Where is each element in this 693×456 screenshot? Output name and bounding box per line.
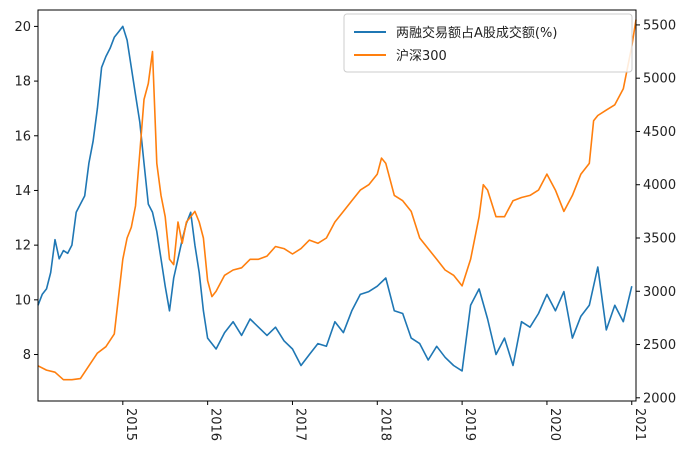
left-y-tick-label: 10 <box>14 293 31 308</box>
right-y-tick-label: 5000 <box>643 72 676 87</box>
left-y-tick-label: 20 <box>14 20 31 35</box>
left-y-tick-label: 8 <box>23 348 31 363</box>
plot-series <box>37 19 637 381</box>
left-y-tick-label: 14 <box>14 184 31 199</box>
left-y-tick-label: 16 <box>14 129 31 144</box>
legend-box <box>343 13 633 73</box>
right-y-tick-label: 4500 <box>643 125 676 140</box>
series-line-0 <box>37 25 633 372</box>
right-y-tick-label: 4000 <box>643 178 676 193</box>
x-tick-label: 2021 <box>632 408 647 441</box>
x-tick-label: 2019 <box>462 408 477 441</box>
left-y-axis: 8 10 12 14 16 18 20 <box>14 20 38 363</box>
right-y-tick-label: 2500 <box>643 338 676 353</box>
x-tick-label: 2015 <box>123 408 138 441</box>
right-y-tick-label: 2000 <box>643 391 676 406</box>
right-y-tick-label: 3500 <box>643 231 676 246</box>
x-tick-label: 2018 <box>377 408 392 441</box>
legend-label-0: 两融交易额占A股成交额(%) <box>396 25 557 41</box>
left-y-tick-label: 18 <box>14 75 31 90</box>
x-tick-label: 2016 <box>208 408 223 441</box>
x-tick-label: 2017 <box>292 408 307 441</box>
legend-label-1: 沪深300 <box>396 48 447 64</box>
series-line-1 <box>37 19 637 381</box>
x-tick-label: 2020 <box>547 408 562 441</box>
x-axis: 2015 2016 2017 2018 2019 2020 2021 <box>122 401 647 441</box>
right-y-tick-label: 5500 <box>643 18 676 33</box>
right-y-axis: 2000 2500 3000 3500 4000 4500 5000 5500 <box>636 18 676 406</box>
plot-frame <box>37 9 637 402</box>
left-y-tick-label: 12 <box>14 239 31 254</box>
legend: 两融交易额占A股成交额(%) 沪深300 <box>343 13 633 73</box>
right-y-tick-label: 3000 <box>643 285 676 300</box>
